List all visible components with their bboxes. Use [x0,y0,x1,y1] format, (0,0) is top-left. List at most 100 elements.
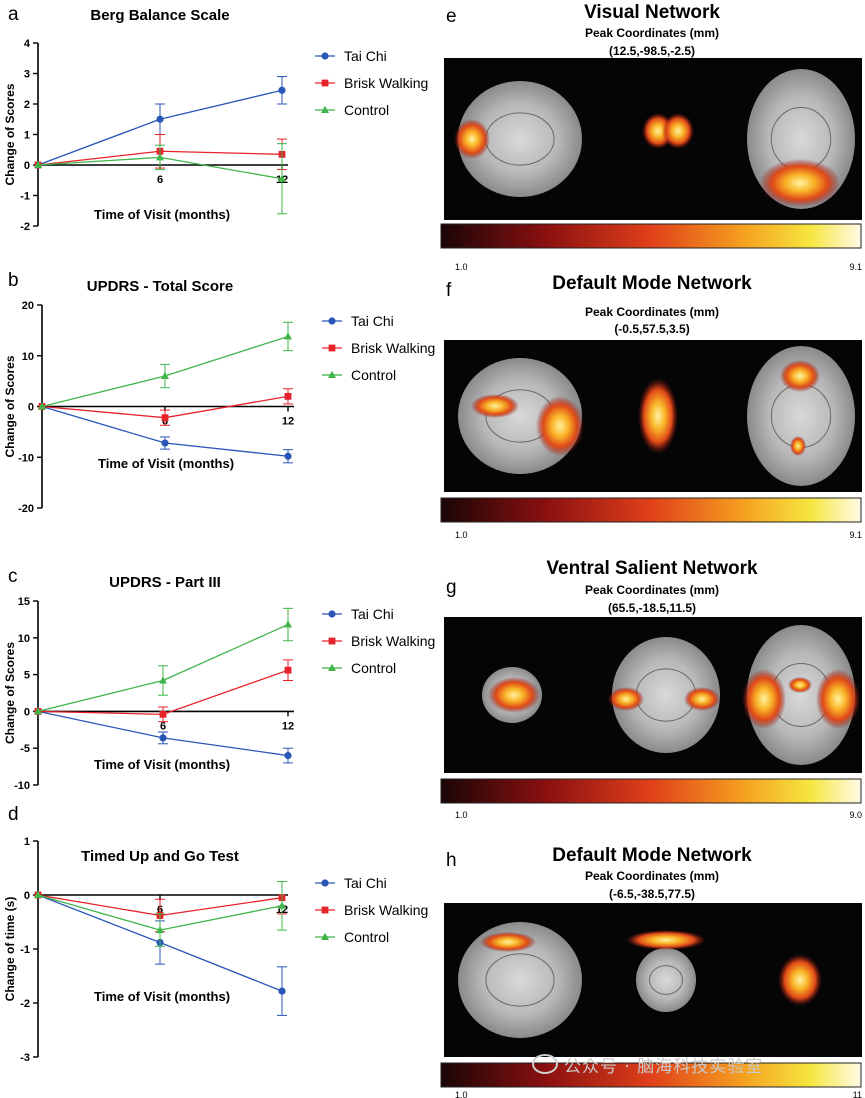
x-tick-label: 6 [160,720,166,732]
y-tick-label: -3 [20,1052,30,1064]
activation-blob [480,932,536,952]
scale-max-label: 9.0 [849,810,862,820]
activation-blob [662,113,694,149]
activation-blob [471,394,519,418]
activation-blob [780,360,820,392]
brain-panel-f: f Default Mode Network Peak Coordinates (m… [440,273,862,540]
legend-marker [321,52,329,60]
data-point [38,402,46,410]
legend-label: Tai Chi [344,875,387,891]
legend-entry: Control [315,102,389,118]
data-point [161,414,169,422]
data-point [284,751,292,760]
legend-entry: Control [315,929,389,945]
y-tick-label: -10 [18,452,34,464]
legend-marker [328,637,336,645]
data-point [34,160,42,168]
activation-blob [454,119,490,159]
panel-letter: b [8,270,19,291]
y-tick-label: 10 [22,351,34,363]
y-tick-label: 2 [24,99,30,111]
y-tick-label: 4 [24,38,31,50]
data-point [156,925,164,934]
scale-max-label: 9.1 [849,530,862,540]
data-point [278,901,286,909]
legend-entry: Tai Chi [322,313,394,329]
panel-letter: e [446,6,457,27]
x-tick-label: 12 [282,720,294,732]
watermark: 公众号 · 脑海科技实验室 [532,1052,763,1077]
data-point [284,666,292,674]
brain-slice [458,922,582,1038]
chart-title: UPDRS - Part III [109,574,221,591]
panel-letter: h [446,850,457,871]
data-point [284,452,292,460]
x-axis-label: Time of Visit (months) [94,757,230,772]
legend-entry: Brisk Walking [315,75,428,91]
brain-panel-h: h Default Mode Network Peak Coordinates (m… [440,845,862,1098]
network-title: Visual Network [584,2,720,23]
peak-coordinates-value: (12.5,-98.5,-2.5) [609,44,695,58]
legend-marker [328,370,336,378]
data-point [278,987,286,995]
legend-label: Tai Chi [344,48,387,64]
y-axis-label: Change of Scores [3,355,17,457]
legend-entry: Tai Chi [315,48,387,64]
x-tick-label: 12 [282,416,294,428]
data-point [278,174,286,182]
peak-coordinates-label: Peak Coordinates (mm) [585,26,719,40]
data-point [34,707,42,715]
network-title: Default Mode Network [552,273,752,294]
legend-label: Control [344,102,389,118]
color-scale-bar [440,497,862,523]
brain-panel-g: g Ventral Salient Network Peak Coordinates… [440,558,862,820]
x-tick-label: 6 [157,174,163,186]
legend-entry: Brisk Walking [322,340,435,356]
x-axis-label: Time of Visit (months) [98,456,234,471]
y-axis-label: Change of Scores [3,642,17,744]
y-tick-label: -5 [20,743,30,755]
wechat-icon [532,1054,558,1074]
color-scale-bar [440,1062,862,1088]
legend-label: Brisk Walking [344,75,428,91]
legend-label: Tai Chi [351,606,394,622]
data-point [284,392,292,400]
series-control [34,607,293,715]
legend-entry: Brisk Walking [315,902,428,918]
watermark-text: 公众号 · 脑海科技实验室 [564,1057,764,1077]
peak-coordinates-value: (65.5,-18.5,11.5) [608,601,696,615]
activation-blob [742,669,786,729]
panel-letter: f [446,280,452,301]
scale-min-label: 1.0 [455,810,468,820]
legend-label: Brisk Walking [344,902,428,918]
scale-max-label: 9.1 [849,262,862,272]
legend-marker [321,79,329,87]
data-point [156,115,164,123]
y-tick-label: -2 [20,221,30,233]
data-point [161,439,169,447]
network-title: Default Mode Network [552,845,752,866]
brain-slice [747,346,855,486]
activation-blob [778,954,822,1006]
y-axis-label: Change of time (s) [3,897,17,1002]
legend-entry: Tai Chi [315,875,387,891]
chart-title: Berg Balance Scale [90,7,229,24]
data-point [284,332,292,340]
scale-min-label: 1.0 [455,1090,468,1098]
y-tick-label: 15 [18,596,30,608]
activation-blob [684,687,720,711]
legend-label: Brisk Walking [351,340,435,356]
chart-title: Timed Up and Go Test [81,848,239,865]
legend-label: Control [351,660,396,676]
legend-entry: Control [322,660,396,676]
y-tick-label: 5 [24,670,30,682]
scale-max-label: 11 [853,1090,862,1098]
data-point [159,734,167,742]
brain-slice [636,948,696,1012]
legend-marker [321,906,329,914]
peak-coordinates-label: Peak Coordinates (mm) [585,583,719,597]
network-title: Ventral Salient Network [546,558,758,579]
y-axis-label: Change of Scores [3,83,17,185]
series-control [34,881,287,947]
